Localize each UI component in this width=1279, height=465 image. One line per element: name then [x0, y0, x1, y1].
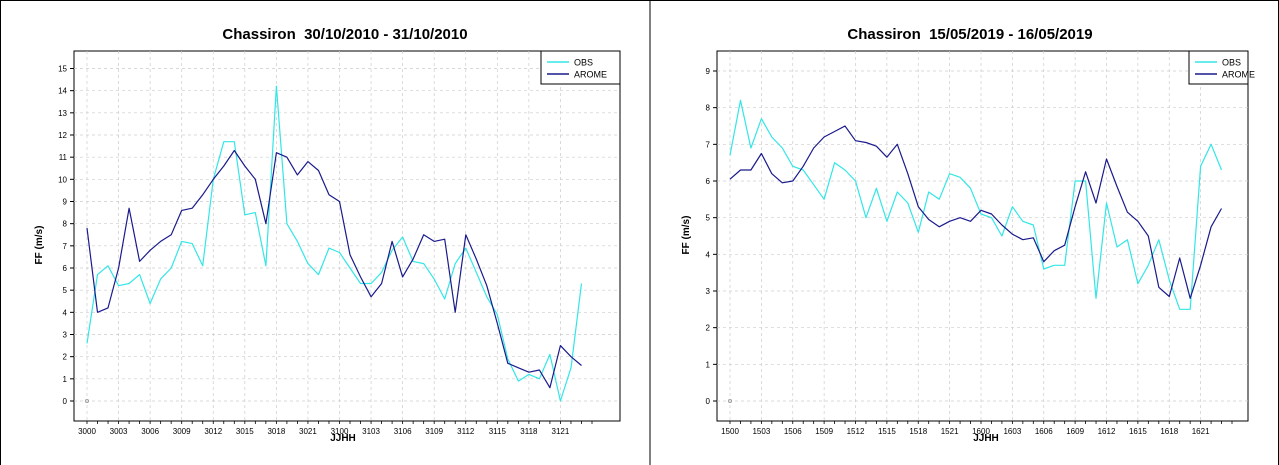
y-tick-label: 15	[58, 65, 67, 74]
legend-box	[1188, 50, 1249, 85]
legend-label: AROME	[1222, 70, 1255, 80]
y-tick-label: 13	[58, 109, 67, 118]
y-tick-label: 8	[706, 104, 711, 113]
x-tick-label: 1503	[752, 427, 770, 436]
y-tick-label: 10	[58, 175, 67, 184]
x-tick-label: 3109	[425, 427, 443, 436]
x-tick-label: 1509	[815, 427, 833, 436]
origin-marker	[85, 398, 90, 403]
chart-title: Chassiron 15/05/2019 - 16/05/2019	[847, 26, 1092, 43]
y-tick-label: 12	[58, 131, 67, 140]
x-tick-label: 1500	[721, 427, 739, 436]
legend-label: AROME	[574, 70, 607, 80]
chart-wind-2019: Chassiron 15/05/2019 - 16/05/2019 FF (m/…	[681, 26, 1255, 444]
legend-label: OBS	[574, 58, 593, 68]
x-tick-label: 3006	[141, 427, 159, 436]
x-tick-label: 3003	[110, 427, 128, 436]
y-tick-label: 9	[706, 67, 711, 76]
y-tick-label: 2	[706, 324, 711, 333]
y-tick-label: 1	[706, 360, 711, 369]
series-line-obs	[86, 85, 583, 402]
y-tick-label: 7	[706, 140, 711, 149]
legend: OBS AROME	[540, 50, 621, 85]
x-tick-label: 1603	[1003, 427, 1021, 436]
y-tick-label: 5	[706, 214, 711, 223]
x-tick-label: 3121	[552, 427, 570, 436]
x-tick-label: 3103	[362, 427, 380, 436]
y-tick-label: 9	[63, 198, 68, 207]
y-tick-label: 1	[63, 375, 68, 384]
chart-wind-2010: Chassiron 30/10/2010 - 31/10/2010 FF (m/…	[34, 26, 621, 444]
x-tick-label: 3112	[457, 427, 475, 436]
x-tick-label: 3012	[204, 427, 222, 436]
series-line-obs	[729, 99, 1223, 310]
x-tick-label: 1512	[847, 427, 865, 436]
y-tick-label: 6	[706, 177, 711, 186]
x-tick-label: 1621	[1192, 427, 1210, 436]
x-tick-label: 1515	[878, 427, 896, 436]
series-line-arome	[86, 149, 582, 389]
y-axis-label: FF (m/s)	[34, 226, 45, 265]
chart-title: Chassiron 30/10/2010 - 31/10/2010	[222, 26, 467, 43]
y-tick-label: 0	[706, 397, 711, 406]
x-tick-label: 1518	[909, 427, 927, 436]
x-tick-label: 3015	[236, 427, 254, 436]
y-tick-label: 11	[59, 153, 68, 162]
plot-area	[716, 50, 1249, 422]
x-tick-label: 1615	[1129, 427, 1147, 436]
x-tick-label: 3115	[489, 427, 507, 436]
y-tick-label: 2	[63, 353, 68, 362]
x-tick-label: 1606	[1035, 427, 1053, 436]
x-tick-label: 3118	[520, 427, 538, 436]
x-tick-label: 1506	[784, 427, 802, 436]
plot-area	[73, 50, 621, 422]
y-tick-label: 14	[58, 87, 67, 96]
legend-label: OBS	[1222, 58, 1241, 68]
y-tick-label: 8	[63, 220, 68, 229]
x-tick-label: 1609	[1066, 427, 1084, 436]
legend: OBS AROME	[1188, 50, 1255, 85]
legend-box	[540, 50, 621, 85]
x-tick-label: 3021	[299, 427, 317, 436]
y-tick-label: 4	[63, 308, 68, 317]
x-tick-label: 1600	[972, 427, 990, 436]
y-tick-label: 3	[706, 287, 711, 296]
y-tick-label: 5	[63, 286, 68, 295]
x-tick-label: 3009	[173, 427, 191, 436]
origin-marker	[728, 398, 733, 403]
y-axis-label: FF (m/s)	[681, 216, 692, 255]
y-tick-label: 7	[63, 242, 68, 251]
x-tick-label: 3100	[331, 427, 349, 436]
x-tick-label: 3106	[394, 427, 412, 436]
y-tick-label: 4	[706, 250, 711, 259]
x-axis-label: JJHH	[973, 433, 999, 444]
x-tick-label: 3000	[78, 427, 96, 436]
y-tick-label: 3	[63, 331, 68, 340]
x-tick-label: 3018	[267, 427, 285, 436]
x-axis-label: JJHH	[330, 433, 356, 444]
y-tick-label: 0	[63, 397, 68, 406]
x-tick-label: 1521	[941, 427, 959, 436]
x-tick-label: 1612	[1098, 427, 1116, 436]
x-tick-label: 1618	[1160, 427, 1178, 436]
series-line-arome	[729, 125, 1223, 299]
y-tick-label: 6	[63, 264, 68, 273]
